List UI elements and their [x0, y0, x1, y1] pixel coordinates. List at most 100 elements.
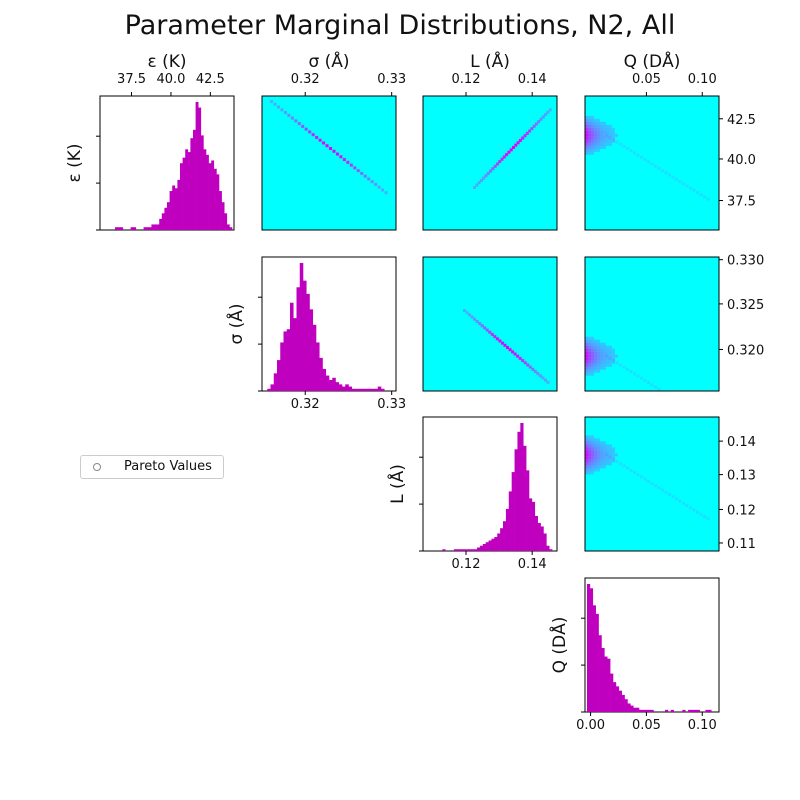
density-cell: [514, 143, 518, 147]
density-cell: [703, 195, 706, 199]
density-cell: [636, 374, 640, 378]
density-cell: [615, 354, 618, 358]
histogram-bar-Q: [618, 690, 622, 712]
density-cell: [594, 441, 597, 445]
density-cell: [591, 366, 594, 370]
density-cell: [594, 124, 597, 128]
density-cell: [606, 456, 609, 460]
histogram-bar-sigma: [335, 382, 340, 391]
density-cell: [588, 351, 591, 355]
histogram-bar-sigma: [273, 373, 278, 391]
density-cell: [588, 357, 591, 361]
density-cell: [603, 354, 606, 358]
density-cell: [528, 365, 532, 369]
density-cell: [374, 182, 378, 186]
density-cell: [603, 348, 606, 352]
density-cell: [480, 324, 484, 328]
density-cell: [297, 122, 301, 126]
density-cell: [585, 468, 588, 472]
density-cell: [473, 317, 477, 321]
histogram-bar-L: [479, 545, 484, 551]
right-tick-label-L: 0.13: [727, 469, 756, 484]
density-cell: [600, 139, 603, 143]
density-cell: [606, 459, 609, 463]
density-cell: [612, 456, 615, 460]
density-cell: [600, 456, 603, 460]
density-cell: [600, 121, 603, 125]
density-cell: [609, 139, 612, 143]
density-cell: [603, 357, 606, 361]
density-cell: [528, 129, 532, 133]
density-cell: [518, 356, 522, 360]
density-cell: [477, 181, 481, 185]
density-cell: [276, 105, 280, 109]
histogram-bar-L: [546, 545, 550, 551]
density-cell: [273, 102, 277, 106]
histogram-bar-Q: [696, 709, 700, 712]
density-cell: [532, 124, 536, 128]
density-cell: [591, 339, 594, 343]
density-cell: [600, 127, 603, 131]
density-cell: [608, 356, 612, 360]
histogram-bar-sigma: [296, 287, 301, 391]
histogram-bar-Q: [708, 709, 712, 712]
density-cell: [585, 133, 588, 137]
histogram-bar-L: [491, 538, 495, 551]
density-cell: [585, 453, 588, 457]
density-cell: [600, 447, 603, 451]
density-cell: [594, 459, 597, 463]
density-cell: [597, 450, 600, 454]
density-cell: [671, 175, 675, 179]
density-cell: [483, 326, 487, 330]
density-cell: [633, 372, 636, 376]
density-cell: [603, 363, 606, 367]
histogram-bar-eps: [219, 191, 222, 230]
density-cell: [597, 136, 600, 140]
density-cell: [536, 372, 540, 376]
density-cell: [603, 142, 606, 146]
density-frame: [422, 256, 558, 392]
density-cell: [657, 387, 661, 391]
density-cell: [518, 138, 522, 142]
density-cell: [597, 456, 600, 460]
density-cell: [594, 447, 597, 451]
histogram-bar-Q: [595, 613, 599, 712]
density-cell: [525, 131, 529, 135]
density-cell: [342, 158, 346, 162]
right-tick-label-sigma: 0.325: [727, 298, 764, 313]
density-cell: [609, 136, 612, 140]
density-cell: [594, 357, 597, 361]
density-cell: [500, 157, 504, 161]
density-cell: [597, 145, 600, 149]
density-cell: [650, 383, 654, 387]
density-cell: [622, 464, 626, 468]
density-cell: [585, 127, 588, 131]
density-cell: [513, 352, 517, 356]
histogram-bar-L: [485, 542, 489, 551]
density-cell: [594, 351, 597, 355]
density-cell: [606, 127, 609, 131]
density-cell: [597, 447, 600, 451]
density-cell: [585, 447, 588, 451]
bottom-tick-label-L: 0.12: [452, 557, 481, 572]
density-cell: [600, 363, 603, 367]
density-frame: [261, 95, 397, 231]
histogram-bar-sigma: [338, 384, 343, 391]
density-cell: [597, 118, 600, 122]
density-cell: [594, 121, 597, 125]
density-cell: [600, 462, 603, 466]
density-cell: [585, 148, 588, 152]
pareto-marker-icon: [93, 463, 101, 471]
density-cell: [619, 142, 622, 146]
density-cell: [612, 133, 615, 137]
histogram-bar-sigma: [374, 388, 379, 391]
density-cell: [600, 351, 603, 355]
density-cell: [591, 345, 594, 349]
density-cell: [643, 477, 647, 481]
density-cell: [591, 441, 594, 445]
density-cell: [588, 372, 591, 376]
histogram-bar-L: [456, 549, 460, 551]
density-cell: [505, 153, 509, 157]
density-frame: [584, 95, 720, 231]
density-cell: [603, 360, 606, 364]
